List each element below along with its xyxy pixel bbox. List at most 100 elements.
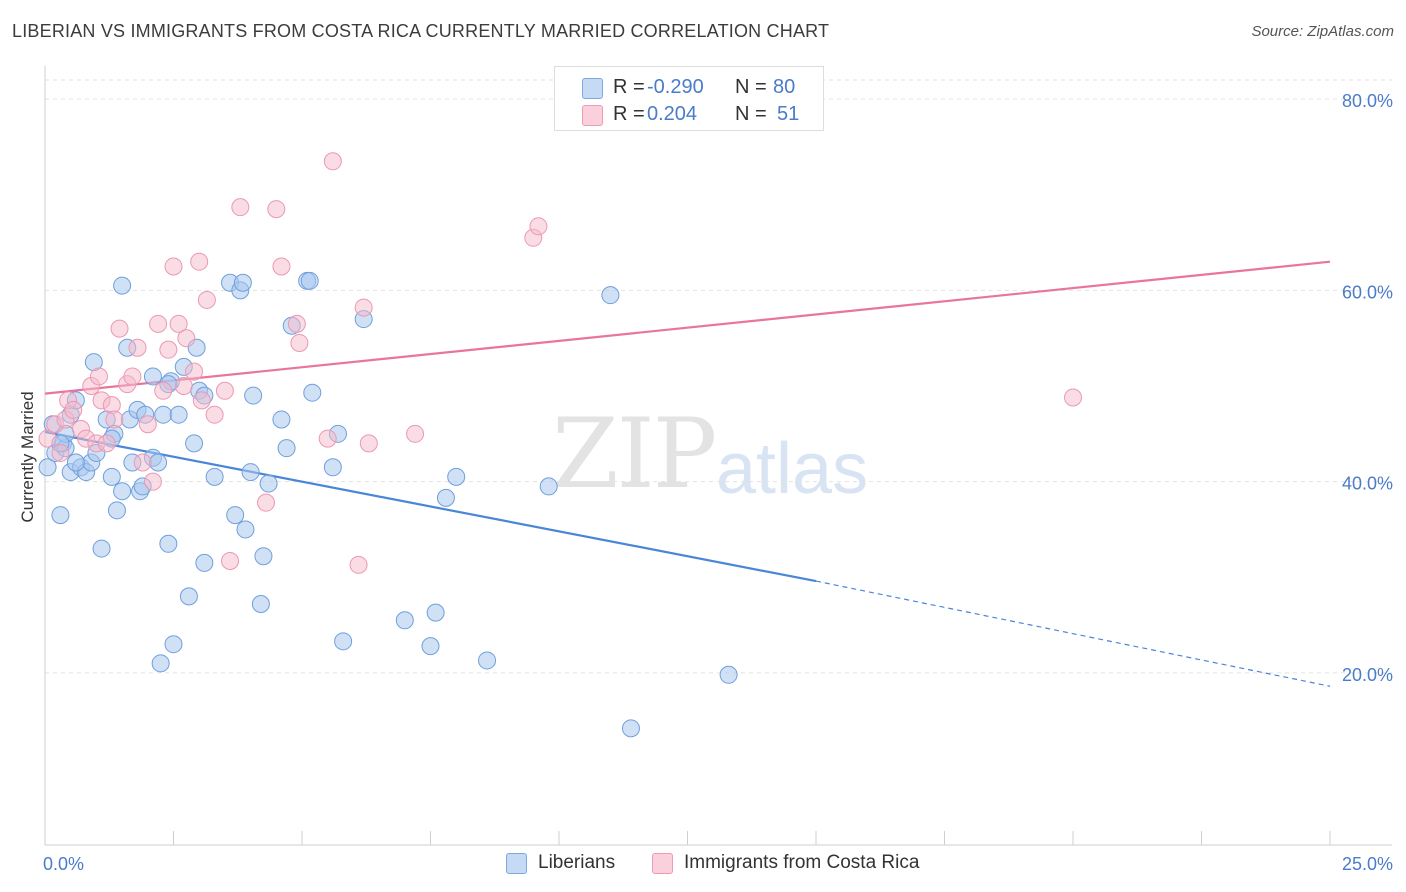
data-point-liberians — [113, 276, 132, 295]
data-point-costa-rica — [272, 257, 291, 276]
data-point-liberians — [151, 654, 170, 673]
data-point-costa-rica — [89, 367, 108, 386]
data-point-costa-rica — [185, 362, 204, 381]
data-point-costa-rica — [215, 381, 234, 400]
data-point-costa-rica — [205, 405, 224, 424]
legend-swatch-costa-rica — [582, 105, 603, 126]
data-point-costa-rica — [221, 551, 240, 570]
data-point-liberians — [254, 547, 273, 566]
data-point-liberians — [179, 587, 198, 606]
data-point-costa-rica — [143, 472, 162, 491]
points-costa-rica — [38, 152, 1082, 574]
y-tick-label: 40.0% — [1342, 474, 1393, 494]
legend-n-label: N = — [735, 103, 767, 125]
tick-labels: 20.0% 40.0% 60.0% 80.0% 0.0% 25.0% — [43, 91, 1393, 874]
data-point-costa-rica — [177, 329, 196, 348]
legend-r-value: -0.290 — [647, 76, 704, 98]
data-point-costa-rica — [138, 415, 157, 434]
legend-r-label: R = — [613, 103, 645, 125]
data-point-costa-rica — [133, 453, 152, 472]
source-label: Source: ZipAtlas.com — [1251, 23, 1394, 40]
data-point-liberians — [323, 458, 342, 477]
data-point-costa-rica — [529, 217, 548, 236]
trend-line-costa-rica — [44, 260, 1331, 395]
data-point-liberians — [719, 665, 738, 684]
data-point-liberians — [259, 474, 278, 493]
data-point-liberians — [421, 637, 440, 656]
data-point-costa-rica — [323, 152, 342, 171]
legend-n-label: N = — [735, 76, 767, 98]
data-point-liberians — [272, 410, 291, 429]
data-point-liberians — [277, 439, 296, 458]
trend-line-liberians — [44, 430, 1331, 687]
data-point-costa-rica — [190, 252, 209, 271]
legend-label-liberians: Liberians — [538, 852, 616, 873]
data-point-liberians — [51, 506, 70, 525]
data-point-liberians — [113, 482, 132, 501]
legend-n-value: 80 — [773, 76, 796, 98]
data-point-liberians — [447, 467, 466, 486]
trend-line-dashed — [815, 580, 1331, 687]
data-point-costa-rica — [257, 493, 276, 512]
y-tick-label: 80.0% — [1342, 91, 1393, 111]
data-point-costa-rica — [51, 443, 70, 462]
data-point-costa-rica — [359, 434, 378, 453]
data-point-liberians — [149, 453, 168, 472]
data-point-liberians — [303, 383, 322, 402]
data-point-liberians — [107, 501, 126, 520]
data-point-liberians — [169, 405, 188, 424]
watermark-atlas: atlas — [716, 429, 869, 509]
data-point-costa-rica — [349, 555, 368, 574]
grid-lines — [45, 79, 1392, 674]
data-point-costa-rica — [64, 400, 83, 419]
data-point-liberians — [38, 458, 57, 477]
data-point-costa-rica — [164, 257, 183, 276]
data-point-costa-rica — [105, 410, 124, 429]
data-point-liberians — [154, 405, 173, 424]
watermark-zip: ZIP — [552, 398, 717, 510]
legend-r-value: 0.204 — [647, 103, 698, 125]
data-point-costa-rica — [287, 314, 306, 333]
data-point-liberians — [478, 651, 497, 670]
correlation-legend: R = -0.290 N = 80 R = 0.204 N = 51 — [554, 66, 824, 131]
data-point-costa-rica — [154, 381, 173, 400]
data-point-liberians — [251, 595, 270, 614]
legend-swatch-costa-rica — [652, 853, 673, 874]
data-point-costa-rica — [123, 367, 142, 386]
data-point-costa-rica — [159, 340, 178, 359]
data-point-liberians — [233, 273, 252, 292]
data-point-costa-rica — [110, 319, 129, 338]
data-point-liberians — [195, 553, 214, 572]
axes — [44, 66, 1392, 846]
data-point-costa-rica — [290, 333, 309, 352]
data-point-liberians — [185, 434, 204, 453]
data-point-costa-rica — [149, 314, 168, 333]
legend-n-value: 51 — [777, 103, 800, 125]
data-point-liberians — [241, 463, 260, 482]
x-tick-label-max: 25.0% — [1342, 854, 1393, 874]
data-point-costa-rica — [318, 429, 337, 448]
chart-title: LIBERIAN VS IMMIGRANTS FROM COSTA RICA C… — [12, 21, 830, 41]
data-point-liberians — [205, 467, 224, 486]
data-point-costa-rica — [197, 290, 216, 309]
x-tick-label-min: 0.0% — [43, 854, 84, 874]
data-point-liberians — [436, 488, 455, 507]
data-point-costa-rica — [169, 314, 188, 333]
legend-label-costa-rica: Immigrants from Costa Rica — [684, 852, 920, 873]
data-point-costa-rica — [1064, 388, 1082, 407]
data-point-costa-rica — [406, 424, 425, 443]
data-point-liberians — [226, 506, 245, 525]
data-point-liberians — [244, 386, 263, 405]
data-point-liberians — [102, 467, 121, 486]
trend-line-solid — [44, 430, 817, 583]
legend-r-label: R = — [613, 76, 645, 98]
data-point-costa-rica — [354, 298, 373, 317]
legend-swatch-liberians — [506, 853, 527, 874]
data-point-costa-rica — [267, 200, 286, 219]
data-point-costa-rica — [97, 434, 116, 453]
data-point-liberians — [236, 520, 255, 539]
y-tick-label: 60.0% — [1342, 282, 1393, 302]
data-point-liberians — [92, 539, 111, 558]
data-point-liberians — [66, 453, 85, 472]
